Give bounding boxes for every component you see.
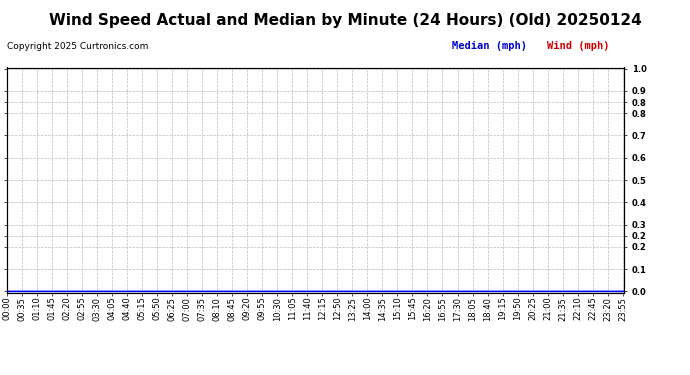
Text: Copyright 2025 Curtronics.com: Copyright 2025 Curtronics.com bbox=[7, 42, 148, 51]
Text: Median (mph): Median (mph) bbox=[451, 40, 526, 51]
Text: Wind Speed Actual and Median by Minute (24 Hours) (Old) 20250124: Wind Speed Actual and Median by Minute (… bbox=[48, 13, 642, 28]
Text: Wind (mph): Wind (mph) bbox=[547, 40, 610, 51]
